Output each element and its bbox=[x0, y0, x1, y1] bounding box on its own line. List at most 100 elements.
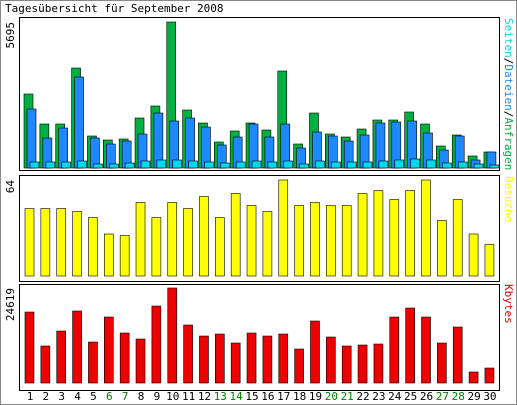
x-tick-label: 13 bbox=[214, 390, 227, 403]
chart-title: Tagesübersicht für September 2008 bbox=[5, 2, 224, 15]
bar bbox=[251, 160, 262, 169]
bar bbox=[373, 190, 384, 277]
bar bbox=[72, 310, 82, 384]
y-tick-label: 24619 bbox=[4, 288, 17, 321]
bar bbox=[215, 217, 225, 277]
bar bbox=[77, 160, 87, 169]
x-tick-label: 21 bbox=[341, 390, 354, 403]
legend-separator: / bbox=[502, 58, 515, 65]
x-tick-label: 10 bbox=[166, 390, 179, 403]
bar bbox=[310, 320, 320, 384]
y-tick-label: 5695 bbox=[4, 22, 17, 49]
bar bbox=[283, 160, 294, 169]
bar bbox=[151, 217, 162, 277]
x-tick-label: 16 bbox=[261, 390, 274, 403]
x-tick-label: 23 bbox=[372, 390, 385, 403]
legend: Kbytes bbox=[502, 284, 515, 324]
bar bbox=[167, 202, 178, 277]
bar bbox=[40, 345, 51, 384]
bar bbox=[56, 208, 67, 277]
bar bbox=[315, 160, 325, 169]
bar bbox=[484, 367, 495, 384]
legend: Besuche bbox=[502, 176, 515, 222]
bar bbox=[230, 342, 241, 384]
y-tick-label: 64 bbox=[4, 180, 17, 194]
x-tick-label: 11 bbox=[182, 390, 195, 403]
legend-entry: Dateien bbox=[502, 64, 515, 110]
bar bbox=[468, 371, 479, 384]
bar bbox=[220, 162, 230, 169]
bar bbox=[489, 164, 500, 169]
bar bbox=[135, 338, 146, 384]
bar bbox=[473, 163, 484, 169]
bar bbox=[93, 163, 103, 169]
bar bbox=[373, 343, 384, 384]
bar bbox=[341, 345, 352, 384]
bar bbox=[394, 159, 405, 169]
bar bbox=[294, 348, 304, 384]
bar bbox=[421, 179, 431, 277]
bar bbox=[442, 162, 452, 169]
x-tick-label: 12 bbox=[198, 390, 211, 403]
bar bbox=[188, 160, 198, 169]
bar bbox=[362, 161, 373, 169]
bar bbox=[262, 335, 273, 384]
x-tick-label: 18 bbox=[293, 390, 306, 403]
bar bbox=[26, 108, 37, 169]
legend-entry: Anfragen bbox=[502, 117, 515, 170]
bar bbox=[109, 163, 119, 169]
bar bbox=[124, 162, 135, 169]
bar bbox=[457, 161, 468, 169]
bar bbox=[56, 330, 67, 384]
bar bbox=[151, 305, 162, 384]
x-tick-label: 17 bbox=[277, 390, 290, 403]
bar bbox=[331, 161, 341, 169]
bar bbox=[405, 190, 415, 277]
x-tick-label: 26 bbox=[420, 390, 433, 403]
bar bbox=[230, 193, 241, 277]
bar bbox=[484, 244, 495, 277]
bar bbox=[426, 159, 436, 169]
legend: Seiten/Dateien/Anfragen bbox=[502, 18, 515, 170]
x-tick-label: 15 bbox=[245, 390, 258, 403]
x-tick-label: 28 bbox=[452, 390, 465, 403]
bar bbox=[378, 160, 389, 169]
x-tick-label: 20 bbox=[325, 390, 338, 403]
x-tick-label: 3 bbox=[58, 390, 65, 403]
bar bbox=[410, 158, 420, 169]
bar bbox=[421, 316, 431, 384]
bar bbox=[199, 196, 209, 277]
legend-separator: / bbox=[502, 111, 515, 118]
bar bbox=[140, 160, 151, 169]
bar bbox=[326, 336, 336, 384]
bar bbox=[45, 161, 56, 169]
x-tick-label: 5 bbox=[90, 390, 97, 403]
x-tick-label: 22 bbox=[356, 390, 369, 403]
bar bbox=[452, 199, 463, 277]
bar bbox=[183, 208, 193, 277]
bar bbox=[437, 342, 447, 384]
x-tick-label: 9 bbox=[154, 390, 161, 403]
bar bbox=[246, 205, 257, 277]
bar bbox=[389, 316, 400, 384]
bar bbox=[389, 199, 400, 277]
bar bbox=[24, 208, 35, 277]
x-tick-label: 7 bbox=[122, 390, 129, 403]
x-tick-label: 27 bbox=[436, 390, 449, 403]
bar bbox=[299, 163, 309, 169]
bar bbox=[61, 161, 72, 169]
bar bbox=[72, 211, 82, 277]
panel bbox=[19, 284, 500, 391]
legend-entry: Seiten bbox=[502, 18, 515, 58]
x-tick-label: 14 bbox=[230, 390, 244, 403]
bar bbox=[341, 205, 352, 277]
x-tick-label: 1 bbox=[27, 390, 34, 403]
x-tick-label: 25 bbox=[404, 390, 417, 403]
bar bbox=[104, 316, 114, 384]
bar bbox=[172, 159, 183, 169]
bar bbox=[199, 335, 209, 384]
bar bbox=[326, 205, 336, 277]
bar bbox=[357, 344, 368, 384]
bar bbox=[310, 202, 320, 277]
bar bbox=[104, 233, 114, 277]
